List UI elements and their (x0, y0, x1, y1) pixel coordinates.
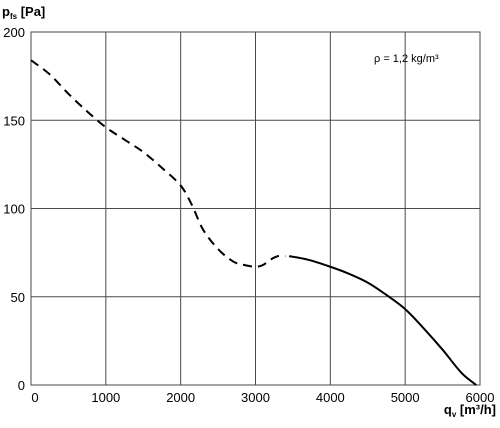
y-tick-label: 150 (3, 113, 25, 128)
x-tick-label: 4000 (316, 390, 345, 405)
y-axis-title: pfs [Pa] (2, 4, 45, 21)
x-tick-label: 1000 (91, 390, 120, 405)
y-tick-label: 200 (3, 25, 25, 40)
curve-dashed-segment (30, 59, 286, 268)
curve-layer (30, 59, 477, 386)
y-tick-label: 100 (3, 202, 25, 217)
grid-lines (30, 31, 481, 386)
x-tick-label: 5000 (391, 390, 420, 405)
x-tick-label: 2000 (166, 390, 195, 405)
x-axis-title: qv [m³/h] (444, 402, 496, 419)
curve-solid-segment (288, 255, 477, 386)
x-tick-label: 0 (31, 390, 38, 405)
y-tick-label: 50 (11, 290, 25, 305)
density-annotation: ρ = 1,2 kg/m³ (374, 53, 439, 65)
plot-frame (30, 31, 481, 386)
tick-labels: 0 1000 2000 3000 4000 5000 6000 0 50 100 150 200 (3, 25, 494, 405)
x-tick-label: 6000 (466, 390, 495, 405)
x-tick-label: 3000 (241, 390, 270, 405)
y-tick-label: 0 (18, 378, 25, 393)
